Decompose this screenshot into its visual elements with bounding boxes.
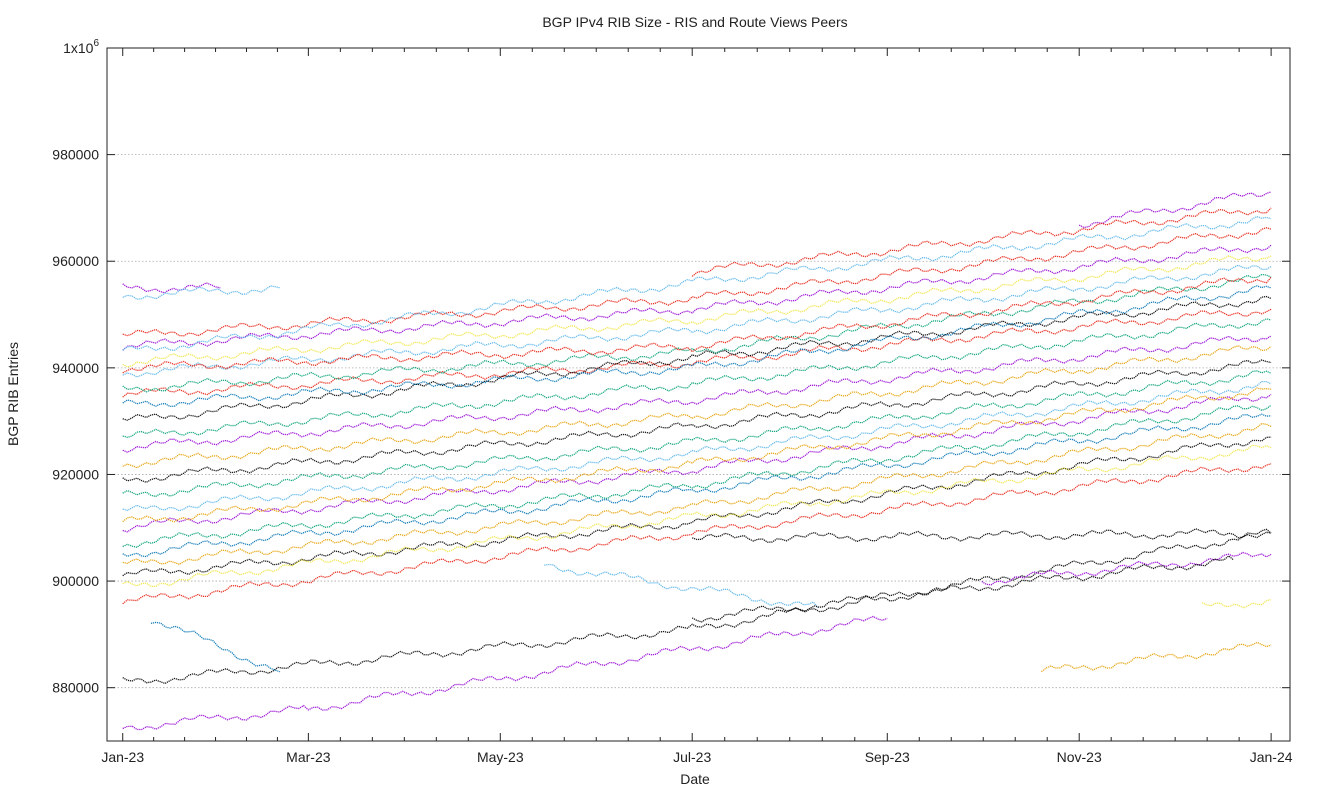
x-tick-label: Nov-23 — [1057, 749, 1102, 765]
series-line — [122, 404, 1272, 549]
series-line — [122, 276, 1272, 374]
y-tick-label: 960000 — [52, 253, 99, 269]
series-line — [122, 264, 1272, 378]
x-tick-label: Jan-23 — [101, 749, 144, 765]
series-line — [691, 207, 1272, 277]
series-line — [122, 215, 1272, 352]
y-tick-label: 900000 — [52, 573, 99, 589]
y-tick-label: 1x106 — [63, 38, 99, 56]
series-group — [122, 191, 1272, 731]
series-line — [122, 273, 1272, 393]
gridlines — [107, 154, 1290, 689]
series-line — [544, 563, 819, 609]
series-line — [122, 285, 1272, 408]
x-tick-label: May-23 — [477, 749, 524, 765]
series-line — [122, 380, 1272, 512]
series-line — [122, 318, 1272, 438]
series-line — [122, 615, 888, 731]
series-line — [1201, 599, 1272, 609]
x-tick-label: Mar-23 — [286, 749, 331, 765]
series-line — [122, 345, 1272, 469]
series-line — [122, 227, 1272, 337]
x-axis-label: Date — [680, 771, 710, 787]
x-tick-label: Sep-23 — [865, 749, 910, 765]
x-tick-label: Jul-23 — [673, 749, 711, 765]
y-tick-label: 980000 — [52, 147, 99, 163]
series-line — [122, 370, 1272, 498]
series-line — [122, 359, 1272, 484]
series-line — [122, 308, 1272, 398]
series-line — [122, 282, 221, 294]
series-line — [122, 244, 1272, 351]
series-line — [1078, 191, 1272, 229]
series-line — [150, 621, 281, 673]
series-line — [122, 436, 1272, 577]
plot-frame — [106, 47, 1291, 742]
series-line — [122, 285, 281, 300]
x-tick-label: Jan-24 — [1250, 749, 1293, 765]
y-tick-label: 880000 — [52, 680, 99, 696]
series-line — [122, 422, 1272, 566]
series-line — [122, 255, 1272, 368]
series-line — [122, 335, 1272, 453]
series-line — [122, 295, 1272, 421]
y-axis-label: BGP RIB Entries — [5, 342, 21, 446]
series-line — [981, 551, 1272, 586]
y-tick-exponent: 6 — [93, 38, 99, 49]
series-line — [122, 444, 1272, 588]
series-line — [122, 387, 1272, 523]
series-line — [122, 463, 1272, 605]
series-line — [691, 528, 1272, 543]
series-line — [122, 528, 1272, 685]
series-line — [1040, 641, 1272, 673]
series-line — [691, 555, 1234, 623]
series-line — [122, 413, 1272, 558]
chart-title: BGP IPv4 RIB Size - RIS and Route Views … — [542, 14, 847, 30]
y-tick-label: 920000 — [52, 466, 99, 482]
series-line — [122, 393, 1272, 533]
y-tick-label: 940000 — [52, 360, 99, 376]
axes: 880000 900000 920000 940000 960000 980000 1x10… — [52, 38, 1292, 765]
